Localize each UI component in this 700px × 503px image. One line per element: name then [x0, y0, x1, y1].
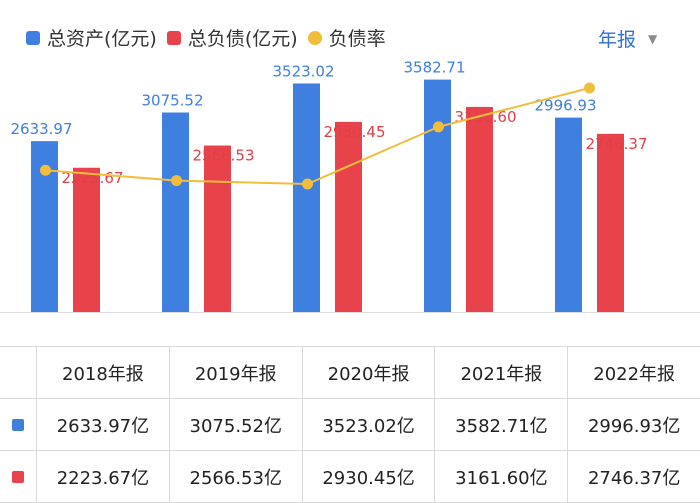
chart-legend: 总资产(亿元) 总负债(亿元) 负债率 — [26, 24, 396, 51]
bar-liabilities — [466, 106, 493, 312]
bar-assets — [555, 117, 582, 312]
table-header-cell: 2018年报 — [36, 346, 170, 399]
table-header-cell: 2021年报 — [434, 346, 569, 399]
bar-liabilities — [597, 133, 624, 312]
legend-item-liabilities[interactable]: 总负债(亿元) — [166, 24, 298, 51]
data-table: 2018年报 2019年报 2020年报 2021年报 2022年报 2633.… — [0, 346, 700, 503]
row-marker-cell — [0, 450, 37, 503]
table-cell: 2566.53亿 — [168, 450, 303, 503]
table-header-cell: 2020年报 — [301, 346, 436, 399]
legend-swatch-liabilities — [166, 30, 181, 45]
period-selector[interactable]: 年报 ▼ — [598, 25, 657, 52]
table-row-assets: 2633.97亿 3075.52亿 3523.02亿 3582.71亿 2996… — [0, 398, 700, 451]
table-header-cell: 2022年报 — [567, 346, 700, 399]
table-header-cell: 2019年报 — [168, 346, 303, 399]
legend-label-ratio: 负债率 — [328, 28, 386, 50]
ratio-point — [584, 82, 595, 94]
table-cell: 2996.93亿 — [567, 398, 700, 451]
bar-liabilities — [73, 167, 100, 312]
table-row-liabilities: 2223.67亿 2566.53亿 2930.45亿 3161.60亿 2746… — [0, 450, 700, 503]
assets-marker-icon — [12, 419, 24, 431]
ratio-point — [433, 121, 444, 133]
legend-label-assets: 总资产(亿元) — [47, 28, 157, 50]
table-cell: 2223.67亿 — [36, 450, 170, 503]
legend-dot-ratio — [307, 30, 322, 45]
liabilities-marker-icon — [12, 471, 24, 483]
data-label-liabilities: 2566.53 — [192, 147, 254, 165]
bar-assets — [424, 79, 451, 312]
legend-label-liabilities: 总负债(亿元) — [187, 28, 298, 50]
data-label-liabilities: 3161.60 — [454, 108, 516, 126]
table-cell: 3582.71亿 — [434, 398, 569, 451]
table-header-row: 2018年报 2019年报 2020年报 2021年报 2022年报 — [0, 346, 700, 399]
caret-down-icon: ▼ — [648, 31, 658, 46]
table-cell: 3075.52亿 — [168, 398, 303, 451]
table-cell: 2746.37亿 — [567, 450, 700, 503]
ratio-point — [171, 175, 182, 187]
bar-assets — [162, 112, 189, 313]
data-label-liabilities: 2930.45 — [323, 123, 385, 141]
bar-assets — [293, 83, 320, 312]
chart-svg: 2633.972223.673075.522566.533523.022930.… — [0, 59, 700, 313]
period-selector-label: 年报 — [598, 29, 637, 51]
legend-swatch-assets — [26, 30, 40, 45]
row-marker-cell — [0, 398, 37, 451]
data-label-assets: 2996.93 — [534, 97, 596, 115]
data-label-assets: 2633.97 — [10, 120, 72, 138]
legend-item-assets[interactable]: 总资产(亿元) — [26, 24, 157, 51]
bar-liabilities — [204, 145, 231, 312]
data-label-assets: 3582.71 — [403, 59, 465, 77]
legend-item-ratio[interactable]: 负债率 — [307, 24, 386, 51]
data-label-liabilities: 2746.37 — [585, 135, 647, 153]
table-cell: 2633.97亿 — [36, 398, 170, 451]
table-cell: 2930.45亿 — [301, 450, 436, 503]
data-label-assets: 3075.52 — [141, 92, 203, 110]
bar-liabilities — [335, 121, 362, 313]
ratio-point — [40, 164, 51, 176]
table-cell: 3523.02亿 — [301, 398, 436, 451]
table-corner-cell — [0, 346, 37, 399]
ratio-point — [302, 178, 313, 190]
table-cell: 3161.60亿 — [434, 450, 569, 503]
data-label-assets: 3523.02 — [272, 62, 334, 80]
